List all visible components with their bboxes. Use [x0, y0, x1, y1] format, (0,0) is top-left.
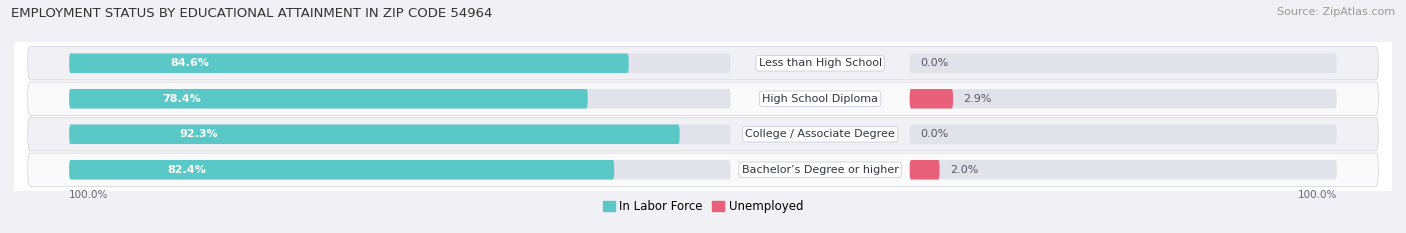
FancyBboxPatch shape	[69, 160, 731, 179]
Text: 100.0%: 100.0%	[1298, 190, 1337, 200]
Legend: In Labor Force, Unemployed: In Labor Force, Unemployed	[598, 195, 808, 218]
Text: 100.0%: 100.0%	[69, 190, 108, 200]
FancyBboxPatch shape	[910, 160, 939, 179]
FancyBboxPatch shape	[69, 54, 731, 73]
Text: 78.4%: 78.4%	[163, 94, 201, 104]
FancyBboxPatch shape	[910, 89, 1337, 109]
Text: Less than High School: Less than High School	[759, 58, 882, 68]
Text: 2.9%: 2.9%	[963, 94, 991, 104]
FancyBboxPatch shape	[910, 160, 1337, 179]
Text: 92.3%: 92.3%	[179, 129, 218, 139]
FancyBboxPatch shape	[69, 124, 679, 144]
Text: 84.6%: 84.6%	[170, 58, 208, 68]
Text: 0.0%: 0.0%	[920, 58, 948, 68]
Text: EMPLOYMENT STATUS BY EDUCATIONAL ATTAINMENT IN ZIP CODE 54964: EMPLOYMENT STATUS BY EDUCATIONAL ATTAINM…	[11, 7, 492, 20]
FancyBboxPatch shape	[910, 54, 1337, 73]
FancyBboxPatch shape	[69, 160, 614, 179]
FancyBboxPatch shape	[910, 124, 1337, 144]
FancyBboxPatch shape	[28, 153, 1378, 186]
FancyBboxPatch shape	[69, 89, 731, 109]
Text: College / Associate Degree: College / Associate Degree	[745, 129, 896, 139]
Text: 2.0%: 2.0%	[950, 165, 979, 175]
FancyBboxPatch shape	[28, 47, 1378, 80]
Text: High School Diploma: High School Diploma	[762, 94, 879, 104]
FancyBboxPatch shape	[69, 89, 588, 109]
FancyBboxPatch shape	[69, 124, 731, 144]
FancyBboxPatch shape	[69, 54, 628, 73]
FancyBboxPatch shape	[910, 89, 953, 109]
Text: 82.4%: 82.4%	[167, 165, 207, 175]
Text: Source: ZipAtlas.com: Source: ZipAtlas.com	[1277, 7, 1395, 17]
Text: 0.0%: 0.0%	[920, 129, 948, 139]
FancyBboxPatch shape	[28, 118, 1378, 151]
Text: Bachelor’s Degree or higher: Bachelor’s Degree or higher	[742, 165, 898, 175]
FancyBboxPatch shape	[28, 82, 1378, 115]
